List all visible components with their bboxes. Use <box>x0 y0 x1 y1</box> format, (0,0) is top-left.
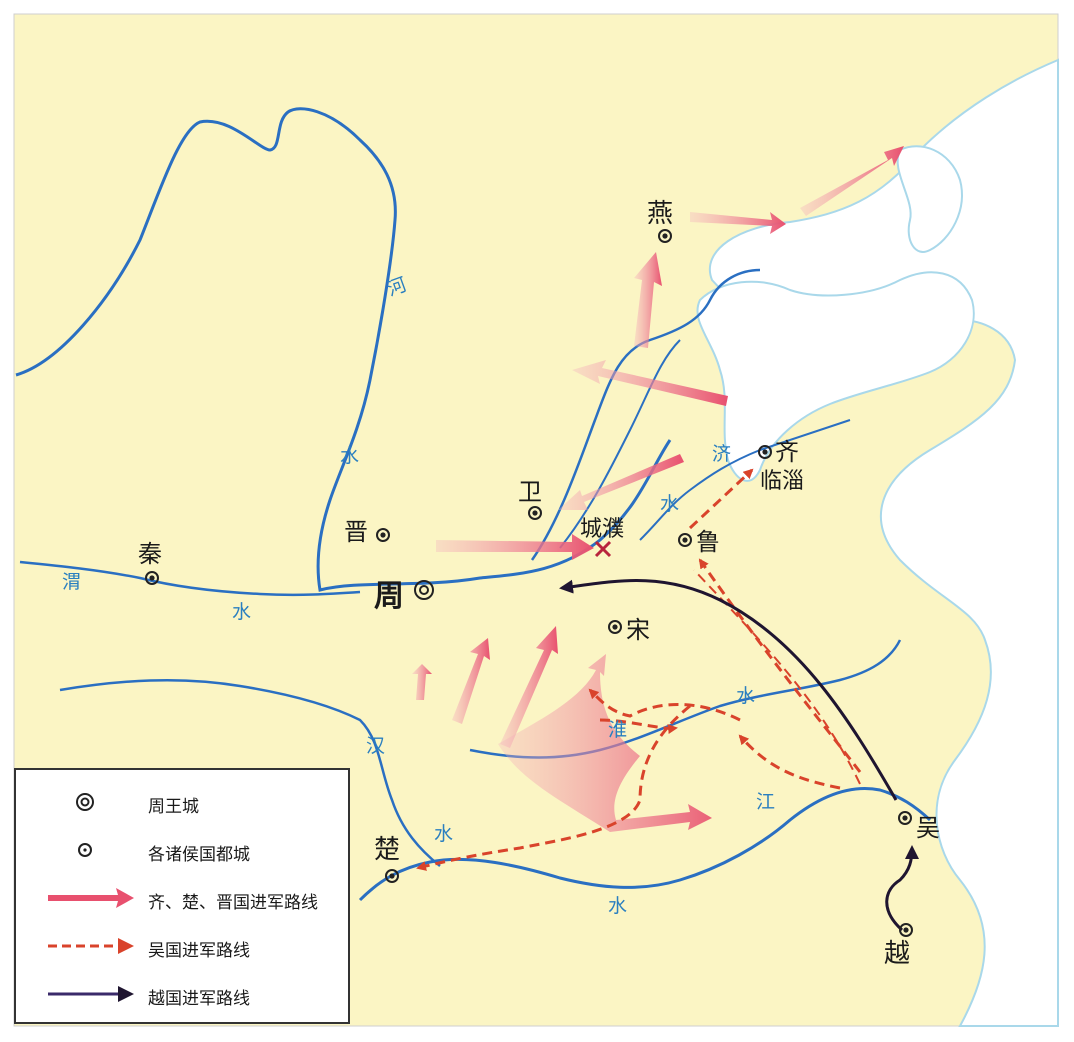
legend-label-state-capital: 各诸侯国都城 <box>148 845 250 865</box>
label-wei: 卫 <box>518 478 542 506</box>
royal-city-icon <box>76 793 94 811</box>
state-capital-markers <box>145 229 913 937</box>
river-label-huai-1: 淮 <box>608 719 627 741</box>
wu-route-lines <box>416 468 862 871</box>
river-label-han-1: 汉 <box>366 735 385 757</box>
legend-item-wu-route: 吴国进军路线 <box>16 926 348 966</box>
label-zhou: 周 <box>374 579 404 614</box>
legend: 周王城 各诸侯国都城 齐、楚、晋国进军路线 吴国进军路线 越国进军路线 <box>14 768 350 1024</box>
river-label-wei-1: 渭 <box>62 571 81 593</box>
label-chengpu: 城濮 <box>580 517 624 542</box>
yellow-river <box>15 107 672 592</box>
legend-item-state-capital: 各诸侯国都城 <box>16 830 348 870</box>
river-label-jiang-2: 水 <box>608 895 627 917</box>
yangtze-river <box>358 786 932 902</box>
label-linzi: 临淄 <box>760 469 804 494</box>
dark-arrow-icon <box>48 986 134 1002</box>
label-qi: 齐 <box>775 438 799 466</box>
river-label-he-2: 水 <box>340 445 359 467</box>
river-label-ji-1: 济 <box>712 443 731 465</box>
pink-arrow-icon <box>48 888 134 908</box>
yellow-river-mid-branch <box>559 339 681 549</box>
legend-label-qi-chu-jin-route: 齐、楚、晋国进军路线 <box>148 893 318 913</box>
legend-label-royal-city: 周王城 <box>148 797 199 817</box>
legend-item-yue-route: 越国进军路线 <box>16 974 348 1014</box>
label-jin: 晋 <box>344 518 368 546</box>
dashed-arrow-icon <box>48 938 134 954</box>
liaodong-coast <box>896 145 963 253</box>
label-lu: 鲁 <box>696 528 720 556</box>
label-yan: 燕 <box>647 199 673 229</box>
label-yue: 越 <box>884 939 910 969</box>
state-capital-icon <box>78 843 92 857</box>
qi-chu-jin-route-arrows <box>412 146 904 832</box>
label-qin: 秦 <box>138 540 162 568</box>
legend-item-royal-city: 周王城 <box>16 782 348 822</box>
river-label-huai-2: 水 <box>736 685 755 707</box>
wei-river <box>19 560 361 597</box>
label-wu: 吴 <box>916 814 940 842</box>
label-song: 宋 <box>626 616 650 644</box>
yellow-river-north-branch <box>530 268 761 561</box>
river-label-han-2: 水 <box>434 823 453 845</box>
battle-site-chengpu <box>594 540 612 558</box>
river-label-ji-2: 水 <box>660 493 679 515</box>
legend-item-qi-chu-jin-route: 齐、楚、晋国进军路线 <box>16 878 348 918</box>
legend-label-wu-route: 吴国进军路线 <box>148 941 250 961</box>
ji-river <box>639 419 851 541</box>
river-label-jiang-1: 江 <box>756 791 775 813</box>
han-river <box>59 678 441 867</box>
yue-route-lines <box>559 579 919 932</box>
label-chu: 楚 <box>374 835 400 865</box>
royal-city-zhou <box>414 580 434 600</box>
bohai-bay <box>696 271 975 482</box>
river-label-wei-2: 水 <box>232 601 251 623</box>
legend-label-yue-route: 越国进军路线 <box>148 989 250 1009</box>
